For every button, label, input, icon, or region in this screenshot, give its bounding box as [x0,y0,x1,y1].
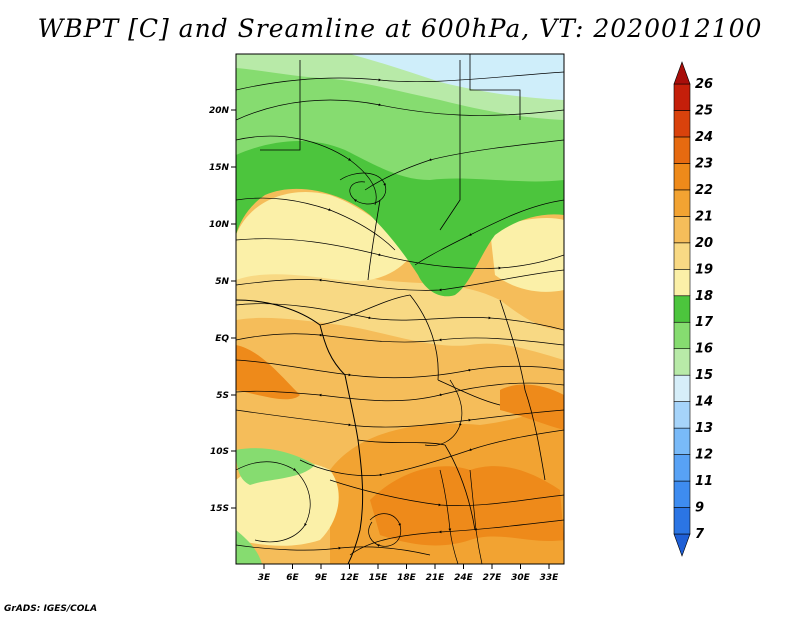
colorbar-segment [673,454,691,482]
y-axis-ticks: 20N 15N 10N 5N EQ 5S 10S 15S [209,106,236,514]
x-tick-label: 24E [454,573,474,583]
y-tick-label: 10N [209,220,230,230]
colorbar-label: 7 [695,527,705,542]
colorbar-segment [673,507,691,535]
colorbar-label: 25 [695,103,713,118]
x-tick-label: 33E [540,573,560,583]
y-tick-label: 10S [210,447,229,457]
x-tick-label: 27E [483,573,503,583]
colorbar-label: 12 [695,448,713,463]
colorbar-label: 21 [695,209,713,224]
x-tick-label: 9E [315,573,328,583]
colorbar-label: 22 [695,183,713,198]
colorbar-label: 17 [695,315,714,330]
x-axis-ticks: 3E 6E 9E 12E 15E 18E 21E 24E 27E 30E 33E [258,564,559,583]
colorbar-segment [673,374,691,402]
x-tick-label: 6E [286,573,299,583]
x-tick-label: 21E [426,573,446,583]
x-tick-label: 15E [369,573,389,583]
x-tick-label: 30E [511,573,531,583]
colorbar-segment [673,268,691,297]
x-tick-label: 12E [340,573,360,583]
field-light-orange-band [236,259,564,360]
field-pale-yellow-nw [236,191,415,282]
x-tick-label: 18E [397,573,417,583]
y-tick-label: 5S [216,391,229,401]
field-green-sw [236,448,315,485]
map-frame [235,53,565,565]
colorbar-segment [673,110,691,138]
streamlines [236,71,564,564]
map-field [236,54,564,564]
colorbar-label: 14 [695,395,713,410]
colorbar-segment [673,427,691,455]
grads-credit: GrADS: IGES/COLA [4,604,98,614]
colorbar-label: 16 [695,342,713,357]
colorbar-segment [673,295,691,323]
colorbar-label: 19 [695,262,713,277]
y-tick-label: 20N [209,106,230,116]
colorbar-bottom-arrow [673,533,691,557]
colorbar-label: 26 [695,77,713,92]
colorbar-top-arrow [673,61,691,85]
field-light-blue-north [350,54,564,100]
y-tick-label: 5N [215,277,229,287]
colorbar-segment [673,242,691,270]
colorbar-label: 23 [695,156,713,171]
colorbar-label: 24 [695,130,713,145]
field-red-orange-east [500,384,564,430]
colorbar-segment [673,163,691,191]
colorbar-label: 13 [695,421,713,436]
y-tick-label: 15S [210,504,229,514]
colorbar-segment [673,216,691,244]
field-pale-yellow-sw [236,461,339,546]
coastline [236,299,364,564]
colorbar-segment [673,136,691,164]
colorbar-segment [673,189,691,217]
colorbar-segment [673,401,691,429]
colorbar-label: 18 [695,289,713,304]
chart-title: WBPT [C] and Sreamline at 600hPa, VT: 20… [37,14,763,43]
x-tick-label: 3E [258,573,271,583]
colorbar-segment [673,480,691,508]
colorbar-segment [673,348,691,376]
y-tick-label: EQ [215,334,229,344]
colorbar-segment [673,83,691,111]
colorbar-label: 20 [695,236,713,251]
field-red-orange-west [236,345,300,400]
colorbar-segment [673,321,691,350]
y-tick-label: 15N [209,163,230,173]
colorbar-label: 11 [695,474,713,489]
colorbar: 7 9 11 12 13 14 15 16 17 18 19 20 21 22 23 24 25 26 [673,61,714,557]
colorbar-label: 9 [695,501,704,516]
field-pale-yellow-ne [490,218,564,292]
colorbar-label: 15 [695,368,713,383]
